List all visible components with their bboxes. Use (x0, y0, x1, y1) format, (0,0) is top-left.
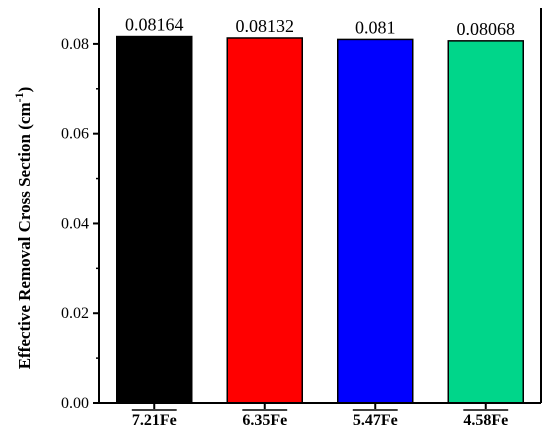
y-tick-label: 0.06 (61, 126, 89, 143)
y-tick-label: 0.00 (61, 395, 89, 412)
bar-5-47fe (337, 38, 414, 404)
bar-6-35fe (226, 37, 303, 404)
x-tick-label: 6.35Fe (242, 412, 287, 429)
axes-group (98, 8, 542, 404)
data-label: 0.081 (355, 17, 396, 37)
x-categories-group: 7.21Fe 6.35Fe 5.47Fe 4.58Fe (131, 403, 509, 429)
y-tick-label: 0.04 (61, 215, 89, 232)
y-axis-title-main: Effective Removal Cross Section (cm (15, 102, 34, 369)
y-ticks-group: 0.00 0.02 0.04 0.06 0.08 (61, 36, 99, 412)
x-tick-label: 5.47Fe (353, 412, 398, 429)
x-tick-label: 7.21Fe (132, 412, 177, 429)
data-label: 0.08068 (457, 19, 516, 39)
bar-7-21fe (116, 35, 193, 404)
y-axis-title-superscript: -1 (12, 92, 26, 102)
x-tick-label: 4.58Fe (463, 412, 508, 429)
bars-group (116, 35, 524, 404)
data-label: 0.08132 (236, 16, 295, 36)
y-tick-label: 0.08 (61, 36, 89, 53)
data-labels-group: 0.08164 0.08132 0.081 0.08068 (125, 15, 515, 39)
bar-4-58fe (447, 40, 524, 404)
y-tick-label: 0.02 (61, 305, 89, 322)
data-label: 0.08164 (125, 15, 184, 35)
y-axis-title-close: ) (15, 87, 34, 93)
y-axis-title: Effective Removal Cross Section (cm-1) (12, 87, 34, 370)
y-axis-title-text: Effective Removal Cross Section (cm-1) (12, 87, 34, 370)
